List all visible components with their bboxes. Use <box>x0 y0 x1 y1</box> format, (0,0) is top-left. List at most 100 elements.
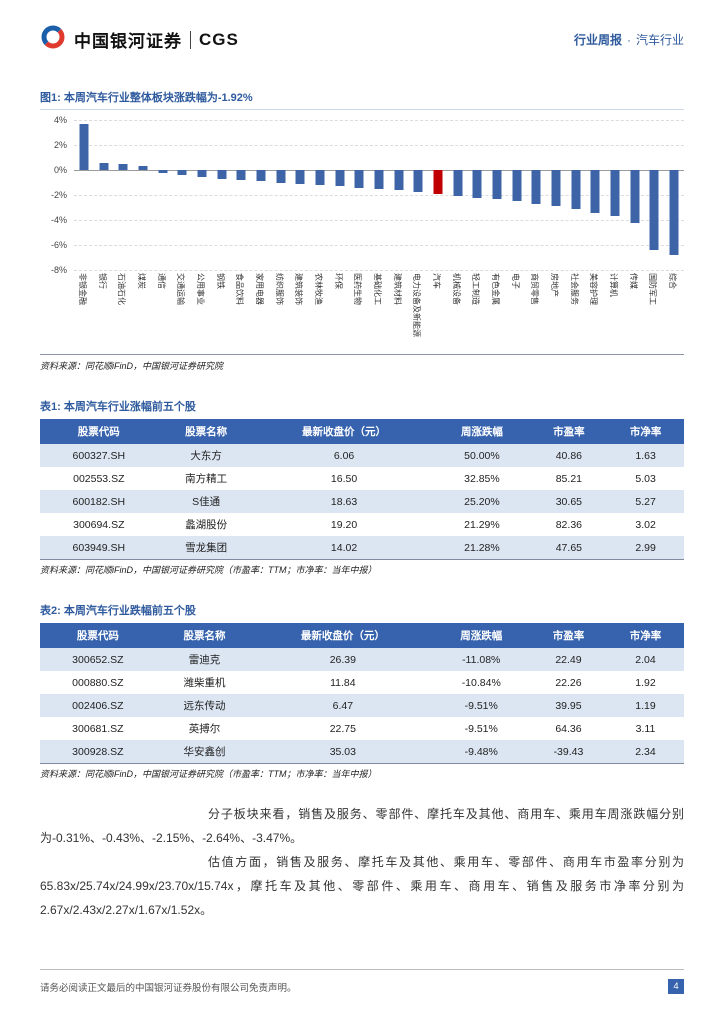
x-category-label: 石油石化 <box>117 273 127 305</box>
cell: 潍柴重机 <box>183 677 226 689</box>
cell: 64.36 <box>555 722 582 735</box>
cell: 600327.SH <box>72 449 126 462</box>
table-row: 002406.SZ 远东传动 6.47 -9.51% 39.95 1.19 <box>40 694 684 717</box>
cell: 26.39 <box>329 653 356 666</box>
page-number: 4 <box>668 979 684 994</box>
bar-轻工制造 <box>472 170 482 198</box>
x-category-label: 社会服务 <box>569 273 579 305</box>
cell: 14.02 <box>330 541 358 554</box>
x-category-label: 传媒 <box>628 273 638 289</box>
cell: 300681.SZ <box>72 722 124 735</box>
x-category-label: 银行 <box>97 273 107 289</box>
bar-建筑材料 <box>394 170 404 190</box>
column-header: 股票名称 <box>155 623 254 648</box>
paragraph-valuation: 估值方面，销售及服务、摩托车及其他、乘用车、零部件、商用车市盈率分别为65.83… <box>40 855 684 917</box>
cell: 85.21 <box>555 472 582 485</box>
x-category-label: 国防军工 <box>648 273 658 305</box>
body-text: 分子板块来看，销售及服务、零部件、摩托车及其他、商用车、乘用车周涨跌幅分别为-0… <box>40 802 684 922</box>
cell: -9.51% <box>464 699 498 712</box>
page-header: 中国银河证券 CGS 行业周报 · 汽车行业 <box>0 0 724 65</box>
cell: 21.28% <box>464 541 500 554</box>
y-tick-label: 0% <box>53 165 67 175</box>
column-header: 周涨跌幅 <box>433 419 531 444</box>
cell: 30.65 <box>555 495 582 508</box>
bar-有色金属 <box>492 170 502 200</box>
cell: -11.08% <box>462 653 501 666</box>
cell: 300694.SZ <box>73 518 125 531</box>
x-category-label: 环保 <box>333 273 343 289</box>
x-category-label: 基础化工 <box>373 273 382 305</box>
cell: 1.19 <box>635 699 656 712</box>
cell: 32.85% <box>464 472 500 485</box>
cell: 47.65 <box>555 541 582 554</box>
bar-机械设备 <box>453 170 463 196</box>
bar-交通运输 <box>177 170 187 175</box>
x-category-label: 商贸零售 <box>530 273 540 305</box>
bar-国防军工 <box>649 170 659 250</box>
table-row: 002553.SZ 南方精工 16.50 32.85% 85.21 5.03 <box>40 467 684 490</box>
cell: 2.34 <box>635 745 656 758</box>
figure1-chart: 4% 2% 0% -2% -4% -6% -8% 非银金融 银行 石油石化 煤炭 通信 交通运输 公用事… <box>40 115 684 352</box>
gridline <box>74 145 684 146</box>
cell: -9.48% <box>464 745 498 758</box>
cell: 603949.SH <box>72 541 126 554</box>
brand-name: 中国银河证券 <box>74 32 182 51</box>
bar-银行 <box>99 162 109 170</box>
cell: 000880.SZ <box>72 676 124 689</box>
cell: 21.29% <box>464 518 500 531</box>
cell: 3.02 <box>635 518 656 531</box>
x-category-label: 交通运输 <box>176 273 186 305</box>
x-category-label: 机械设备 <box>451 273 461 305</box>
cell: S佳通 <box>192 496 221 508</box>
y-tick-label: -2% <box>50 190 67 200</box>
bar-社会服务 <box>571 170 581 209</box>
report-heading: 行业周报 · 汽车行业 <box>574 31 684 48</box>
bar-电力设备及新能源 <box>413 170 423 192</box>
bar-建筑装饰 <box>295 170 305 184</box>
table-row: 300652.SZ 雷迪克 26.39 -11.08% 22.49 2.04 <box>40 648 684 671</box>
galaxy-logo-icon <box>40 24 66 55</box>
brand-divider <box>190 30 191 49</box>
table1-source: 资料来源：同花顺iFinD，中国银河证券研究院（市盈率：TTM；市净率：当年中报… <box>40 565 377 575</box>
figure1-title: 图1: 本周汽车行业整体板块涨跌幅为-1.92% <box>40 89 684 110</box>
cell: -9.51% <box>464 722 498 735</box>
x-category-label: 纺织服饰 <box>274 273 284 305</box>
cell: 22.75 <box>329 722 356 735</box>
bar-传媒 <box>630 170 640 223</box>
bar-商贸零售 <box>531 170 541 204</box>
cell: 雷迪克 <box>188 654 221 666</box>
paragraph-subsector-performance: 分子板块来看，销售及服务、零部件、摩托车及其他、商用车、乘用车周涨跌幅分别为-0… <box>40 807 684 845</box>
disclaimer-text: 请务必阅读正文最后的中国银河证券股份有限公司免责声明。 <box>40 982 297 994</box>
x-category-label: 房地产 <box>550 273 560 297</box>
x-category-label: 家用电器 <box>254 273 264 305</box>
report-type: 行业周报 <box>573 33 622 47</box>
cell: 39.95 <box>555 699 582 712</box>
cell: 300928.SZ <box>72 745 124 758</box>
cell: 19.20 <box>330 518 358 531</box>
bar-纺织服饰 <box>276 170 286 183</box>
bar-综合 <box>669 170 679 255</box>
x-category-label: 钢铁 <box>215 273 225 289</box>
table-row: 300694.SZ 蠡湖股份 19.20 21.29% 82.36 3.02 <box>40 513 684 536</box>
cell: 16.50 <box>330 472 358 485</box>
bar-非银金融 <box>79 123 89 170</box>
cell: 1.63 <box>635 449 656 462</box>
column-header: 股票代码 <box>40 419 158 444</box>
cell: 82.36 <box>555 518 582 531</box>
table-row: 000880.SZ 潍柴重机 11.84 -10.84% 22.26 1.92 <box>40 671 684 694</box>
column-header: 股票代码 <box>40 623 156 648</box>
cell: 18.63 <box>330 495 358 508</box>
x-category-label: 综合 <box>668 273 678 289</box>
cell: 南方精工 <box>185 473 228 485</box>
losers-table: 股票代码 股票名称 最新收盘价（元） 周涨跌幅 市盈率 市净率 300652.SZ 雷迪克 26… <box>40 623 684 764</box>
x-category-label: 非银金融 <box>77 273 87 305</box>
table2-source: 资料来源：同花顺iFinD，中国银河证券研究院（市盈率：TTM；市净率：当年中报… <box>40 769 377 779</box>
cell: 25.20% <box>464 495 500 508</box>
cell: 40.86 <box>555 449 582 462</box>
page-footer: 请务必阅读正文最后的中国银河证券股份有限公司免责声明。 4 <box>40 969 684 994</box>
chart-x-axis: 非银金融 银行 石油石化 煤炭 通信 交通运输 公用事业 钢铁 食品饮料 家用电器 纺织服饰 建筑装饰… <box>74 270 684 352</box>
x-category-label: 建筑材料 <box>392 273 402 305</box>
gainers-table: 股票代码 股票名称 最新收盘价（元） 周涨跌幅 市盈率 市净率 600327.SH 大东方 6.… <box>40 419 684 560</box>
column-header: 市净率 <box>606 623 684 648</box>
